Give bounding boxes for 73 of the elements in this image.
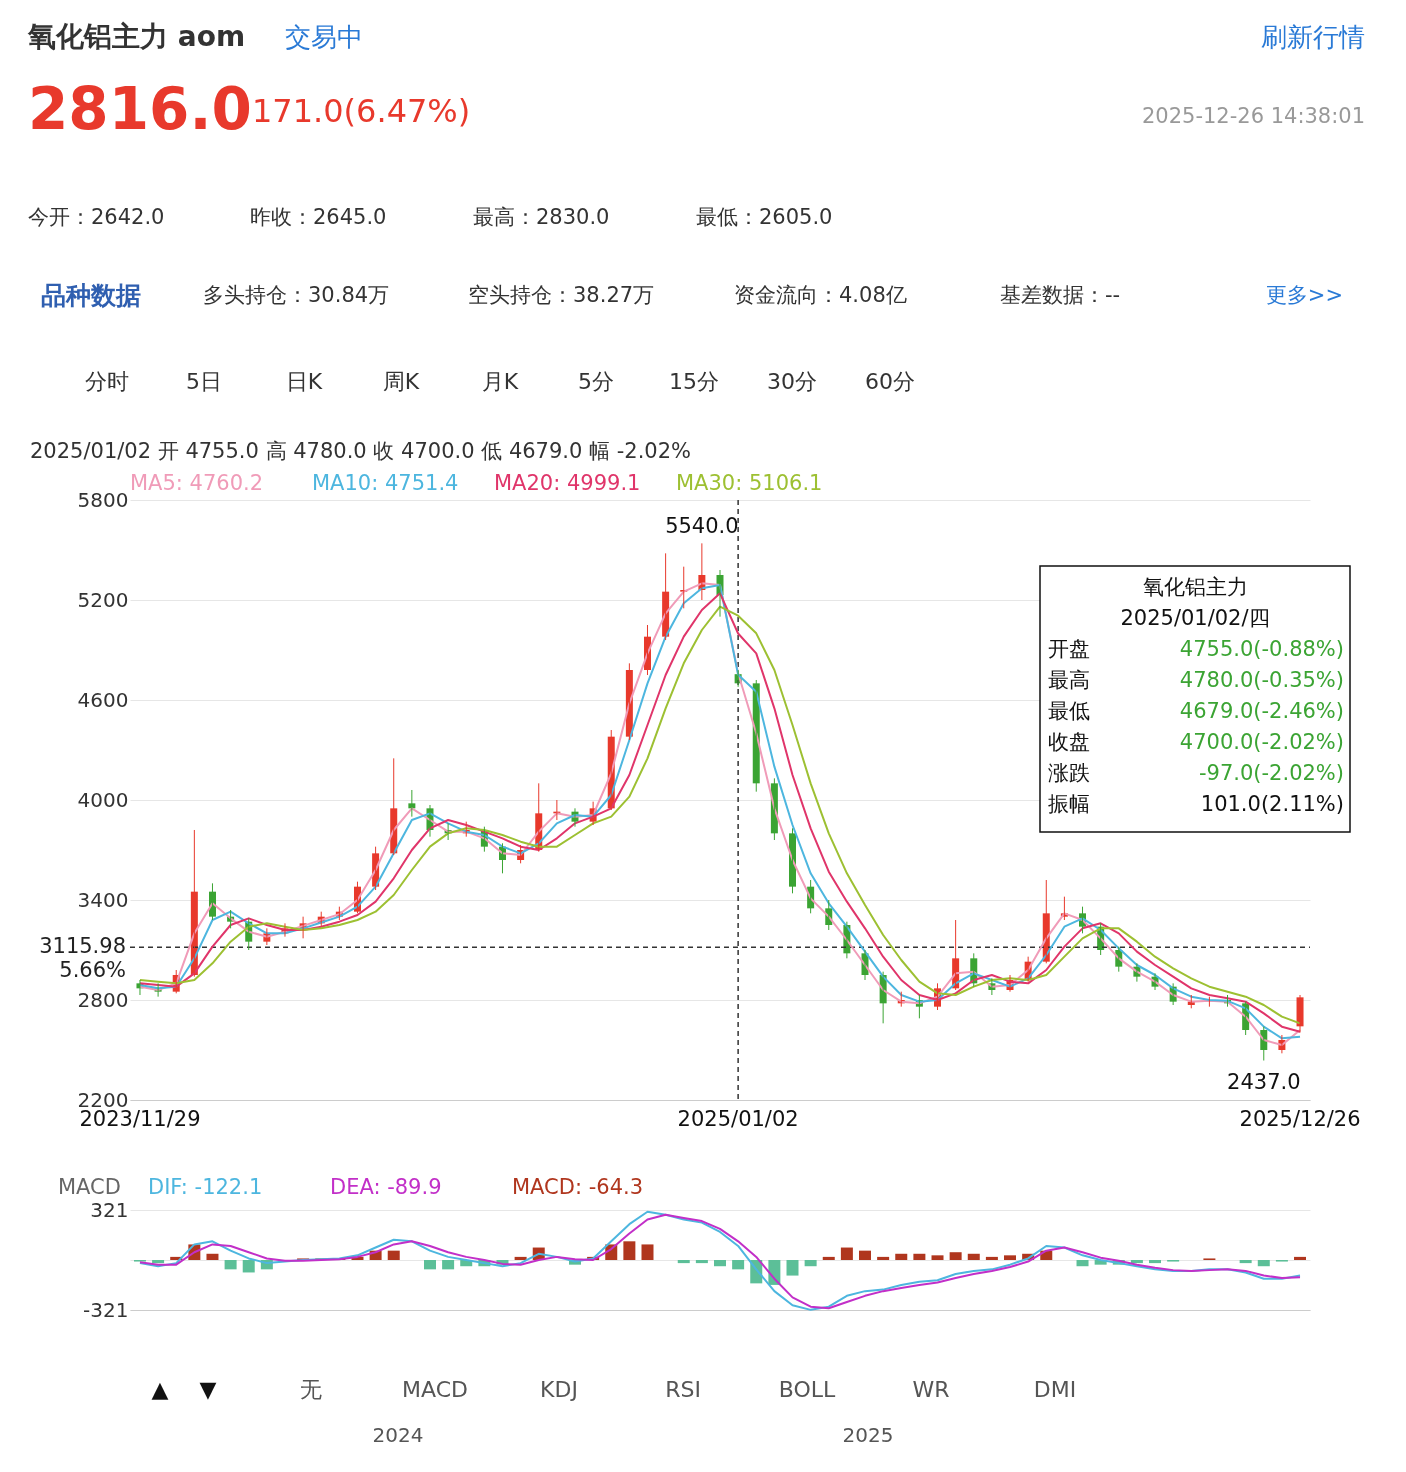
text: 品种数据 <box>41 281 141 310</box>
text: 15分 <box>669 369 719 394</box>
annotation: 5540.0 <box>665 514 739 539</box>
text: 月K <box>481 369 519 394</box>
y-tick-label: 4600 <box>77 687 129 712</box>
annotation: 4700.0(-2.02%) <box>1179 730 1344 754</box>
text: 无 <box>300 1377 322 1402</box>
text: MA20: 4999.1 <box>494 471 641 495</box>
annotation: 振幅 <box>1048 792 1090 816</box>
text: 最低：2605.0 <box>696 205 833 229</box>
annotation: 4679.0(-2.46%) <box>1179 699 1344 723</box>
text: 交易中 <box>285 22 363 52</box>
text: MA10: 4751.4 <box>312 471 459 495</box>
text: 60分 <box>865 369 915 394</box>
text: DIF: -122.1 <box>148 1175 263 1199</box>
text: RSI <box>665 1377 701 1402</box>
text: DEA: -89.9 <box>330 1175 442 1199</box>
y-tick-label: 2800 <box>77 987 129 1012</box>
text: 2024 <box>372 1423 424 1447</box>
text: 5分 <box>578 369 614 394</box>
text: 昨收：2645.0 <box>250 205 387 229</box>
y-tick-label: 4000 <box>77 787 129 812</box>
text: 空头持仓：38.27万 <box>468 283 655 307</box>
text: MA5: 4760.2 <box>130 471 264 495</box>
chart-subtitle: 2025/01/02 开 4755.0 高 4780.0 收 4700.0 低 4679.0 幅 -2.02% <box>30 439 691 463</box>
text: ▼ <box>199 1377 217 1402</box>
text: 周K <box>382 369 420 394</box>
text: WR <box>912 1377 950 1402</box>
annotation: 氧化铝主力 <box>1142 575 1248 599</box>
x-tick-label: 2025/12/26 <box>1239 1106 1361 1131</box>
text: 最高：2830.0 <box>473 205 610 229</box>
annotation: 最低 <box>1048 699 1090 723</box>
annotation: 4755.0(-0.88%) <box>1179 637 1344 661</box>
x-tick-label: 2023/11/29 <box>79 1106 201 1131</box>
text: ▲ <box>151 1377 169 1402</box>
y-tick-label: 5800 <box>77 487 129 512</box>
annotation: 4780.0(-0.35%) <box>1179 668 1344 692</box>
y-tick-label: -321 <box>83 1297 129 1322</box>
annotation: 收盘 <box>1048 730 1090 754</box>
chart-title: MACD <box>58 1175 121 1199</box>
text: 2025-12-26 14:38:01 <box>1141 104 1365 128</box>
y-tick-label: 321 <box>90 1197 129 1222</box>
text: BOLL <box>778 1377 837 1402</box>
text: 171.0(6.47%) <box>252 92 471 130</box>
text: 多头持仓：30.84万 <box>203 283 390 307</box>
ref-line-label: 3115.98 5.66% <box>39 934 126 983</box>
text: 5日 <box>186 369 222 394</box>
text: KDJ <box>540 1377 578 1402</box>
text: 日K <box>285 369 323 394</box>
x-tick-label: 2025/01/02 <box>677 1106 799 1131</box>
annotation: 2025/01/02/四 <box>1120 606 1270 630</box>
annotation: 101.0(2.11%) <box>1200 792 1344 816</box>
annotation: -97.0(-2.02%) <box>1198 761 1344 785</box>
text: 30分 <box>767 369 817 394</box>
annotation: 2437.0 <box>1227 1069 1301 1094</box>
text: 更多>> <box>1265 283 1343 307</box>
y-tick-label: 5200 <box>77 587 129 612</box>
text: 2816.0 <box>28 75 252 143</box>
text: 氧化铝主力 aom <box>27 20 246 53</box>
text: MACD: -64.3 <box>512 1175 644 1199</box>
text: 资金流向：4.08亿 <box>734 283 907 307</box>
text: 基差数据：-- <box>1000 283 1121 307</box>
annotation: 开盘 <box>1048 637 1090 661</box>
y-tick-label: 3400 <box>77 887 129 912</box>
text: DMI <box>1033 1377 1077 1402</box>
text: 2025 <box>842 1423 894 1447</box>
text: MA30: 5106.1 <box>676 471 823 495</box>
annotation: 最高 <box>1048 668 1090 692</box>
annotation: 涨跌 <box>1048 761 1090 785</box>
text: 刷新行情 <box>1261 22 1365 52</box>
text: 分时 <box>85 369 129 394</box>
text: 今开：2642.0 <box>28 205 165 229</box>
text: MACD <box>402 1377 468 1402</box>
